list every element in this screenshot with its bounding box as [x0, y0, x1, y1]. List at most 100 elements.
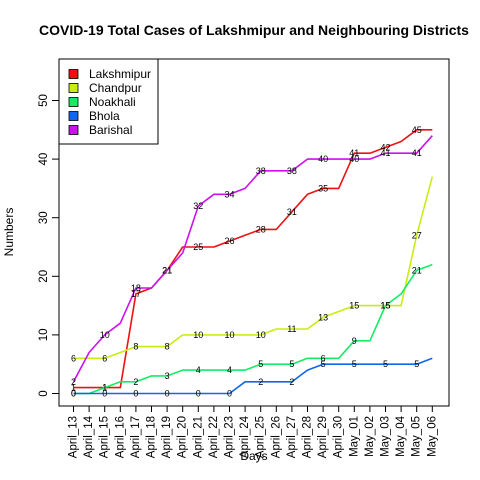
data-label-lakshmipur: 31 [287, 207, 297, 217]
x-tick-label: April_23 [224, 416, 236, 458]
y-tick-label: 30 [38, 211, 50, 224]
data-label-chandpur: 10 [256, 330, 266, 340]
data-label-lakshmipur: 21 [162, 265, 172, 275]
legend-swatch-chandpur [68, 83, 79, 93]
x-tick-label: April_28 [302, 416, 314, 458]
data-label-noakhali: 5 [258, 359, 263, 369]
data-label-noakhali: 0 [71, 389, 76, 399]
y-tick-label: 50 [38, 94, 50, 107]
chart-title: COVID-19 Total Cases of Lakshmipur and N… [39, 22, 469, 38]
data-label-barishal: 41 [380, 148, 390, 158]
legend-label-chandpur: Chandpur [89, 81, 142, 95]
y-tick-label: 20 [38, 270, 50, 283]
data-label-chandpur: 13 [318, 312, 328, 322]
data-label-noakhali: 1 [102, 383, 107, 393]
data-label-bhola: 0 [196, 389, 201, 399]
data-label-barishal: 2 [71, 377, 76, 387]
data-label-noakhali: 4 [196, 365, 201, 375]
data-label-lakshmipur: 1 [71, 383, 76, 393]
x-axis-label: Days [240, 449, 267, 463]
data-label-noakhali: 6 [321, 353, 326, 363]
x-tick-label: April_17 [130, 416, 142, 458]
legend-swatch-lakshmipur [68, 69, 79, 79]
x-tick-label: April_20 [177, 416, 189, 458]
data-label-noakhali: 4 [227, 365, 232, 375]
data-label-bhola: 5 [321, 359, 326, 369]
data-label-noakhali: 9 [352, 336, 357, 346]
y-tick-label: 10 [38, 329, 50, 342]
data-label-noakhali: 15 [380, 301, 390, 311]
series-layer [72, 129, 434, 395]
data-label-chandpur: 15 [349, 301, 359, 311]
data-label-chandpur: 11 [287, 324, 296, 334]
y-axis-label: Numbers [2, 208, 16, 257]
x-tick-label: April_13 [68, 416, 80, 458]
x-tick-label: May_02 [364, 416, 376, 457]
x-tick-label: April_27 [286, 416, 298, 458]
x-tick-label: May_04 [395, 415, 407, 457]
series-line-barishal [72, 135, 433, 383]
x-tick-label: April_16 [114, 416, 126, 458]
x-tick-label: May_06 [426, 416, 438, 457]
data-label-chandpur: 10 [224, 330, 234, 340]
data-label-chandpur: 27 [412, 230, 422, 240]
x-tick-label: April_22 [208, 416, 220, 458]
data-label-noakhali: 3 [165, 371, 170, 381]
data-label-barishal: 10 [100, 330, 110, 340]
x-axis: April_13 April_14 April_15 April_16 April_17… [68, 405, 438, 458]
data-label-chandpur: 8 [165, 342, 170, 352]
data-label-barishal: 40 [318, 154, 328, 164]
data-label-chandpur: 8 [133, 342, 138, 352]
data-label-noakhali: 21 [412, 265, 422, 275]
data-label-barishal: 34 [224, 189, 234, 199]
x-tick-label: April_18 [146, 416, 158, 458]
legend-label-lakshmipur: Lakshmipur [89, 67, 151, 81]
data-label-bhola: 0 [102, 389, 107, 399]
data-label-bhola: 0 [71, 389, 76, 399]
y-tick-label: 0 [38, 390, 50, 396]
data-label-lakshmipur: 25 [193, 242, 203, 252]
data-label-barishal: 40 [349, 154, 359, 164]
data-label-bhola: 5 [383, 359, 388, 369]
data-label-lakshmipur: 45 [412, 125, 422, 135]
legend-swatch-barishal [68, 125, 79, 135]
data-label-chandpur: 6 [71, 353, 76, 363]
legend-label-barishal: Barishal [89, 123, 132, 137]
data-label-bhola: 2 [289, 377, 294, 387]
data-label-bhola: 0 [133, 389, 138, 399]
data-label-bhola: 0 [227, 389, 232, 399]
y-axis: 0 10 20 30 40 50 [38, 94, 60, 397]
data-label-bhola: 5 [352, 359, 357, 369]
series-line-bhola [73, 357, 433, 395]
data-label-lakshmipur: 17 [131, 289, 141, 299]
data-label-chandpur: 15 [380, 301, 390, 311]
data-label-chandpur: 10 [193, 330, 203, 340]
legend-swatch-noakhali [68, 97, 79, 107]
data-label-barishal: 18 [131, 283, 141, 293]
data-label-bhola: 0 [165, 389, 170, 399]
x-tick-label: May_01 [348, 416, 360, 457]
x-tick-label: April_30 [333, 416, 345, 458]
x-tick-label: April_26 [270, 416, 282, 458]
x-tick-label: April_29 [317, 416, 329, 458]
data-label-noakhali: 5 [289, 359, 294, 369]
legend-label-bhola: Bhola [89, 109, 120, 123]
legend-swatch-bhola [68, 111, 79, 121]
data-label-bhola: 5 [414, 359, 419, 369]
x-tick-label: May_03 [380, 416, 392, 457]
data-label-barishal: 38 [256, 166, 266, 176]
legend-label-noakhali: Noakhali [89, 95, 136, 109]
series-line-chandpur [73, 176, 434, 360]
data-label-barishal: 21 [162, 265, 172, 275]
series-line-lakshmipur [73, 129, 433, 389]
x-tick-label: April_14 [83, 415, 95, 458]
data-label-barishal: 41 [412, 148, 422, 158]
y-tick-label: 40 [38, 153, 50, 166]
series-line-noakhali [73, 263, 433, 395]
data-label-barishal: 38 [287, 166, 297, 176]
data-label-bhola: 2 [258, 377, 263, 387]
x-tick-label: April_24 [239, 415, 251, 458]
